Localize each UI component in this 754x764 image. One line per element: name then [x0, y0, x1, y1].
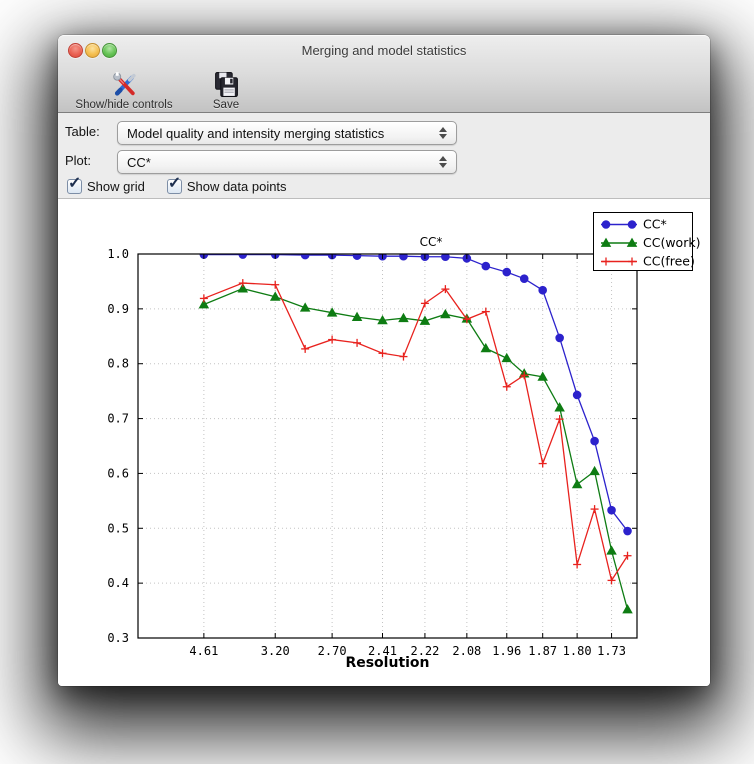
window-chrome: Merging and model statistics Show/hide c…	[58, 35, 710, 113]
chart: 1.0 0.9 0.8 0.7 0.6 0.5 0.4 0.3 4.61 3.20 2.70 2.41…	[107, 212, 700, 671]
legend: CC* CC(work) CC(free)	[593, 212, 700, 271]
checkmark-icon: ✓	[167, 175, 182, 192]
checkmark-icon: ✓	[68, 175, 82, 192]
checkbox-box[interactable]: ✓	[67, 175, 82, 194]
plot-label: Plot:	[65, 153, 92, 168]
svg-text:1.73: 1.73	[597, 644, 626, 658]
svg-text:1.80: 1.80	[563, 644, 592, 658]
svg-text:2.08: 2.08	[452, 644, 481, 658]
plot-border	[137, 253, 638, 639]
svg-text:2.22: 2.22	[410, 644, 439, 658]
toolbar: Show/hide controls Save	[58, 65, 710, 112]
legend-label-cc-work: CC(work)	[643, 235, 700, 250]
checkbox-row: ✓ Show grid ✓ Show data points	[67, 175, 309, 194]
show-data-points-checkbox[interactable]: ✓ Show data points	[166, 175, 287, 194]
tools-icon	[112, 72, 136, 96]
x-axis-label: Resolution	[345, 655, 429, 671]
legend-box	[593, 212, 693, 271]
minimize-button[interactable]	[85, 43, 100, 58]
table-label: Table:	[65, 124, 100, 139]
legend-marker-samples	[600, 220, 638, 266]
floppy-disk-icon	[214, 72, 238, 97]
save-label: Save	[212, 99, 240, 111]
svg-text:1.96: 1.96	[492, 644, 521, 658]
axis-ticks	[138, 253, 637, 639]
window-title: Merging and model statistics	[301, 43, 467, 58]
svg-text:1.0: 1.0	[107, 247, 129, 261]
close-button[interactable]	[68, 43, 83, 58]
plot-canvas: 1.0 0.9 0.8 0.7 0.6 0.5 0.4 0.3 4.61 3.20 2.70 2.41…	[58, 199, 710, 686]
stepper-arrows-icon	[434, 156, 456, 168]
table-select-value: Model quality and intensity merging stat…	[127, 125, 385, 141]
legend-label-cc-free: CC(free)	[643, 254, 695, 269]
svg-text:1.87: 1.87	[528, 644, 557, 658]
axis-tick-labels: 1.0 0.9 0.8 0.7 0.6 0.5 0.4 0.3 4.61 3.20 2.70 2.41…	[107, 247, 626, 658]
show-grid-checkbox[interactable]: ✓ Show grid	[67, 175, 145, 194]
svg-text:2.70: 2.70	[318, 644, 347, 658]
svg-text:0.4: 0.4	[107, 576, 129, 590]
legend-label-cc-star: CC*	[643, 217, 667, 232]
checkbox-box[interactable]: ✓	[166, 175, 182, 194]
svg-text:3.20: 3.20	[261, 644, 290, 658]
svg-text:4.61: 4.61	[189, 644, 218, 658]
plot-select-value: CC*	[127, 154, 151, 170]
zoom-button[interactable]	[102, 43, 117, 58]
gridlines	[138, 253, 637, 639]
plot-select[interactable]: CC*	[117, 150, 457, 174]
chart-title: CC*	[420, 235, 443, 249]
titlebar[interactable]: Merging and model statistics	[58, 35, 710, 65]
show-hide-controls-label: Show/hide controls	[75, 99, 173, 111]
table-select[interactable]: Model quality and intensity merging stat…	[117, 121, 457, 145]
svg-text:0.6: 0.6	[107, 466, 129, 480]
stepper-arrows-icon	[434, 127, 456, 139]
window: Merging and model statistics Show/hide c…	[58, 35, 710, 686]
show-grid-label: Show grid	[87, 179, 145, 194]
show-hide-controls-button[interactable]: Show/hide controls	[66, 65, 182, 111]
svg-text:0.8: 0.8	[107, 357, 129, 371]
save-button[interactable]: Save	[198, 65, 254, 111]
svg-text:0.7: 0.7	[107, 412, 129, 426]
show-data-points-label: Show data points	[186, 179, 287, 194]
svg-text:0.3: 0.3	[107, 631, 129, 645]
svg-text:0.9: 0.9	[107, 302, 129, 316]
svg-text:0.5: 0.5	[107, 521, 129, 535]
svg-text:2.41: 2.41	[368, 644, 397, 658]
data-series	[198, 254, 633, 614]
controls-panel: Table: Model quality and intensity mergi…	[58, 113, 710, 199]
